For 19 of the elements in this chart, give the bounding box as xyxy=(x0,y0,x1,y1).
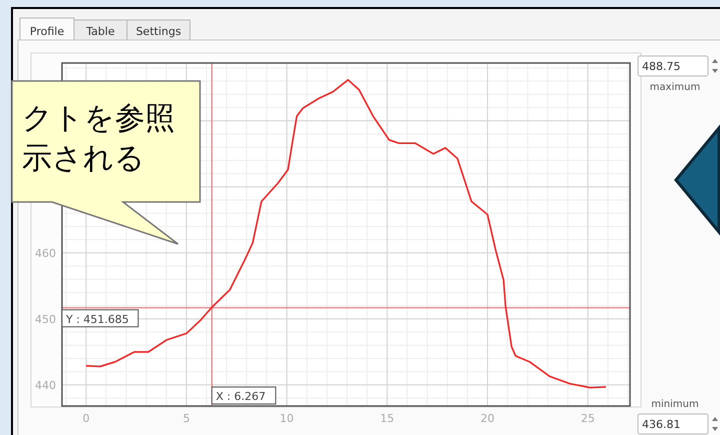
text: 488.75 xyxy=(642,60,680,73)
x-tick-label: 25 xyxy=(580,412,595,425)
x-tick-label: 15 xyxy=(380,412,394,425)
annotation: 示される xyxy=(22,141,145,176)
line-series xyxy=(85,79,607,388)
ref-line-label: X : 6.267 xyxy=(216,390,266,403)
x-tick-label: 10 xyxy=(280,412,294,425)
annotation: クトを参照 xyxy=(22,101,175,136)
x-tick-label: 5 xyxy=(182,412,190,425)
x-tick-label: 20 xyxy=(480,412,494,425)
y-tick-label: 440 xyxy=(35,378,56,392)
y-tick-label: 460 xyxy=(35,246,56,260)
tab-strip: Profile Table Settings xyxy=(20,18,190,40)
x-tick-label: 0 xyxy=(82,412,90,425)
text: minimum xyxy=(651,399,699,410)
ref-line-label: Y : 451.685 xyxy=(65,312,129,326)
text: 436.81 xyxy=(642,418,680,431)
text: maximum xyxy=(650,82,700,93)
y-tick-label: 450 xyxy=(35,312,56,326)
